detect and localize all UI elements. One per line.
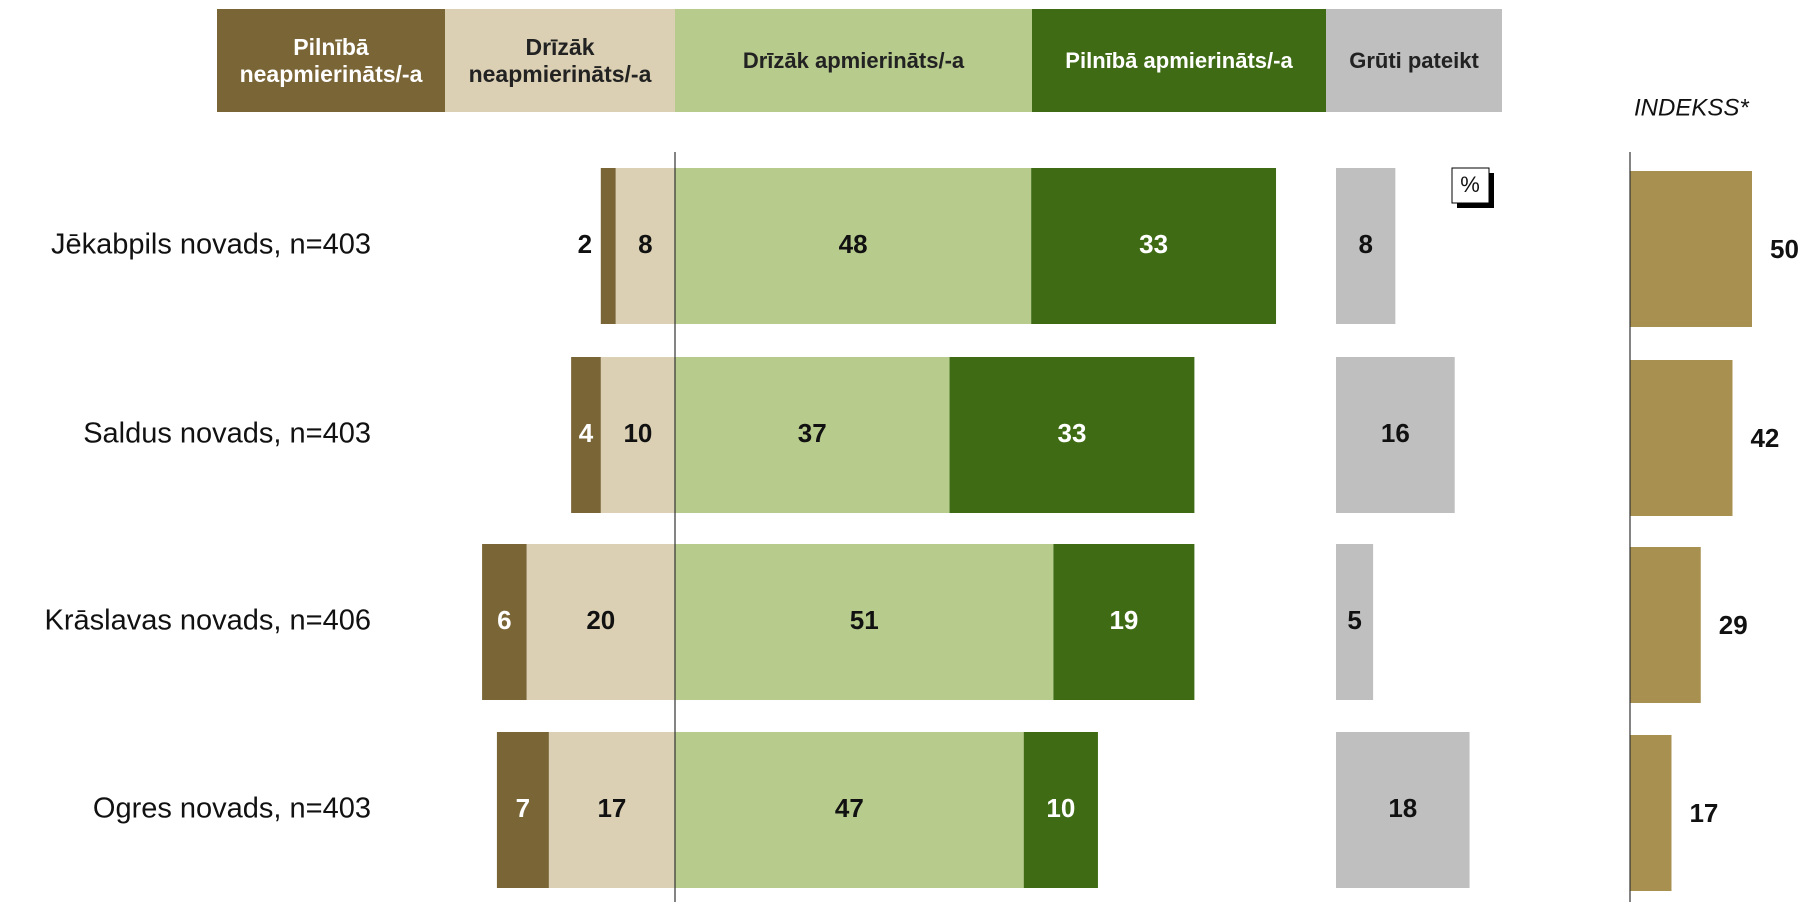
index-label: 42 — [1750, 423, 1779, 453]
index-bar — [1630, 171, 1752, 327]
bar-segment — [571, 357, 601, 513]
bar — [1336, 732, 1470, 888]
value-label: 51 — [850, 605, 879, 635]
legend-item: Drīzāk neapmierināts/-a — [445, 9, 675, 112]
value-label: 10 — [1046, 793, 1075, 823]
index-bar — [1630, 735, 1672, 891]
value-label: 17 — [597, 793, 626, 823]
value-label: 5 — [1347, 605, 1361, 635]
bar-segment — [482, 544, 527, 700]
value-label: 8 — [638, 229, 652, 259]
legend-item: Drīzāk apmierināts/-a — [675, 9, 1032, 112]
bar — [1336, 544, 1374, 700]
bar-segment — [675, 357, 950, 513]
value-label: 7 — [516, 793, 530, 823]
bar-segment — [600, 168, 616, 324]
value-label: 33 — [1058, 418, 1087, 448]
legend-item: Pilnībā neapmierināts/-a — [217, 9, 445, 112]
value-label: 4 — [579, 418, 594, 448]
bar-segment — [615, 168, 675, 324]
value-label: 10 — [623, 418, 652, 448]
bar-segment — [548, 732, 675, 888]
bar-segment — [675, 168, 1032, 324]
legend-item: Grūti pateikt — [1326, 9, 1502, 112]
value-label: 37 — [798, 418, 827, 448]
index-label: 50 — [1770, 234, 1799, 264]
index-title: INDEKSS* — [1634, 94, 1749, 121]
bar — [1336, 168, 1396, 324]
category-label: Saldus novads, n=403 — [83, 418, 371, 450]
bar-segment — [1031, 168, 1277, 324]
value-label: 33 — [1139, 229, 1168, 259]
value-label: 47 — [835, 793, 864, 823]
value-label: 2 — [578, 229, 592, 259]
unit-label: % — [1460, 172, 1480, 197]
value-label: 16 — [1381, 418, 1410, 448]
index-bar — [1630, 547, 1701, 703]
index-label: 29 — [1719, 610, 1748, 640]
legend-item: Pilnībā apmierināts/-a — [1032, 9, 1326, 112]
value-label: 6 — [497, 605, 511, 635]
bar-segment — [675, 544, 1054, 700]
value-label: 19 — [1109, 605, 1138, 635]
bar-segment — [1053, 544, 1195, 700]
bar-segment — [600, 357, 675, 513]
bar-segment — [949, 357, 1195, 513]
value-label: 18 — [1388, 793, 1417, 823]
unit-box — [1451, 167, 1490, 204]
category-label: Jēkabpils novads, n=403 — [51, 229, 371, 261]
value-label: 48 — [839, 229, 868, 259]
bar-segment — [496, 732, 549, 888]
index-label: 17 — [1689, 798, 1718, 828]
bar-segment — [526, 544, 675, 700]
bar — [1336, 357, 1455, 513]
category-label: Krāslavas novads, n=406 — [45, 605, 371, 637]
category-label: Ogres novads, n=403 — [93, 793, 371, 825]
value-label: 20 — [586, 605, 615, 635]
bar-segment — [675, 732, 1024, 888]
index-bar — [1630, 360, 1733, 516]
value-label: 8 — [1358, 229, 1372, 259]
bar-segment — [1023, 732, 1098, 888]
